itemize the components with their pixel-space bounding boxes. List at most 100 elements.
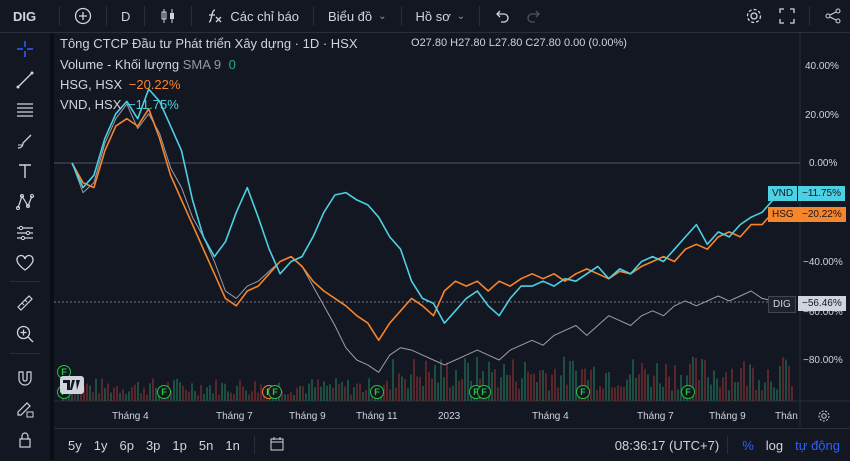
price-axis-label: 0.00%: [809, 158, 838, 169]
volume-value: 0: [228, 57, 236, 72]
hsg-name-badge: HSG: [768, 207, 798, 222]
chart-settings-button[interactable]: [817, 409, 831, 426]
zoom-tool[interactable]: [13, 322, 37, 346]
fib-tool[interactable]: [13, 98, 37, 122]
volume-bar: [791, 385, 793, 401]
add-symbol-button[interactable]: [66, 0, 100, 32]
volume-bar: [599, 386, 601, 401]
percent-scale-toggle[interactable]: %: [742, 437, 754, 453]
volume-bar: [131, 387, 133, 401]
indicators-button[interactable]: Các chỉ báo: [198, 0, 307, 32]
range-5y-button[interactable]: 5y: [68, 437, 82, 453]
prediction-tool[interactable]: [13, 221, 37, 245]
log-scale-toggle[interactable]: log: [765, 437, 784, 453]
dividend-event-marker[interactable]: F: [576, 385, 590, 399]
volume-bar: [401, 376, 403, 401]
divider: [191, 6, 193, 26]
range-1y-button[interactable]: 1y: [93, 437, 108, 453]
series-line-hsg: [71, 108, 784, 342]
volume-bar: [89, 385, 91, 401]
share-button[interactable]: [816, 0, 850, 32]
settings-button[interactable]: [737, 0, 771, 32]
volume-bar: [629, 374, 631, 401]
chart-canvas[interactable]: [54, 33, 850, 427]
trendline-tool[interactable]: [13, 68, 37, 92]
range-3m-button[interactable]: 3p: [145, 437, 161, 453]
volume-bar: [368, 378, 370, 401]
volume-bar: [191, 383, 193, 401]
legend-hsg[interactable]: HSG, HSX −20.22%: [60, 77, 180, 92]
volume-bar: [764, 382, 766, 401]
volume-bar: [413, 358, 415, 401]
auto-scale-toggle[interactable]: tự động: [795, 437, 840, 453]
volume-bar: [539, 370, 541, 401]
volume-bar: [638, 374, 640, 401]
pattern-tool[interactable]: [13, 190, 37, 214]
symbol-search[interactable]: DIG: [13, 8, 37, 24]
lock-draw-tool[interactable]: [13, 397, 37, 421]
clock-readout[interactable]: 08:36:17 (UTC+7): [614, 437, 720, 453]
text-tool[interactable]: [13, 159, 37, 183]
dividend-event-marker[interactable]: F: [268, 385, 282, 399]
divider: [144, 6, 146, 26]
volume-bar: [626, 379, 628, 401]
redo-button[interactable]: [518, 0, 550, 32]
dividend-event-marker[interactable]: F: [681, 385, 695, 399]
volume-bar: [392, 359, 394, 401]
range-6m-button[interactable]: 6p: [119, 437, 134, 453]
volume-bar: [422, 386, 424, 401]
brush-tool[interactable]: [13, 129, 37, 153]
range-5d-button[interactable]: 5n: [198, 437, 214, 453]
legend-volume[interactable]: Volume - Khối lượng SMA 9 0: [60, 57, 236, 72]
volume-bar: [467, 362, 469, 401]
chart-menu-button[interactable]: Biểu đồ ⌄: [320, 0, 394, 32]
interval-button[interactable]: D: [121, 8, 131, 24]
volume-bar: [728, 390, 730, 401]
undo-button[interactable]: [486, 0, 518, 32]
volume-bar: [371, 394, 373, 401]
volume-bar: [230, 392, 232, 401]
dividend-event-marker[interactable]: F: [157, 385, 171, 399]
range-1m-button[interactable]: 1p: [172, 437, 187, 453]
volume-bar: [242, 386, 244, 401]
volume-bar: [647, 374, 649, 401]
crosshair-icon: [15, 39, 35, 59]
tradingview-logo[interactable]: [60, 376, 84, 394]
legend-vnd[interactable]: VND, HSX −11.75%: [60, 97, 179, 112]
crosshair-tool[interactable]: [13, 37, 37, 61]
volume-bar: [101, 378, 103, 401]
magnet-tool[interactable]: [13, 367, 37, 391]
favorites-tool[interactable]: [13, 251, 37, 275]
volume-bar: [104, 388, 106, 401]
volume-bar: [134, 384, 136, 401]
volume-bar: [752, 367, 754, 401]
volume-bar: [581, 368, 583, 401]
volume-bar: [776, 389, 778, 401]
volume-bar: [416, 376, 418, 401]
volume-bar: [560, 375, 562, 401]
price-axis-label: 40.00%: [805, 61, 839, 72]
volume-bar: [557, 387, 559, 401]
vnd-label: VND, HSX: [60, 97, 122, 112]
dividend-event-marker[interactable]: F: [477, 385, 491, 399]
volume-bar: [443, 377, 445, 401]
volume-bar: [704, 360, 706, 401]
volume-bar: [743, 361, 745, 401]
volume-bar: [362, 391, 364, 401]
go-to-date-button[interactable]: [263, 436, 291, 455]
price-axis-label: 20.00%: [805, 110, 839, 121]
dividend-event-marker[interactable]: F: [370, 385, 384, 399]
volume-bar: [440, 359, 442, 401]
range-1d-button[interactable]: 1n: [225, 437, 240, 453]
dig-value-badge: −56.46%: [798, 296, 846, 311]
fullscreen-button[interactable]: [771, 0, 803, 32]
volume-bar: [671, 390, 673, 401]
heart-icon: [15, 253, 35, 273]
measure-tool[interactable]: [13, 291, 37, 315]
chart-type-button[interactable]: [151, 0, 185, 32]
lock-tool[interactable]: [13, 428, 37, 452]
volume-bar: [785, 359, 787, 401]
pencil-lock-icon: [15, 399, 35, 419]
volume-bar: [623, 386, 625, 401]
profile-menu-button[interactable]: Hồ sơ ⌄: [408, 0, 474, 32]
